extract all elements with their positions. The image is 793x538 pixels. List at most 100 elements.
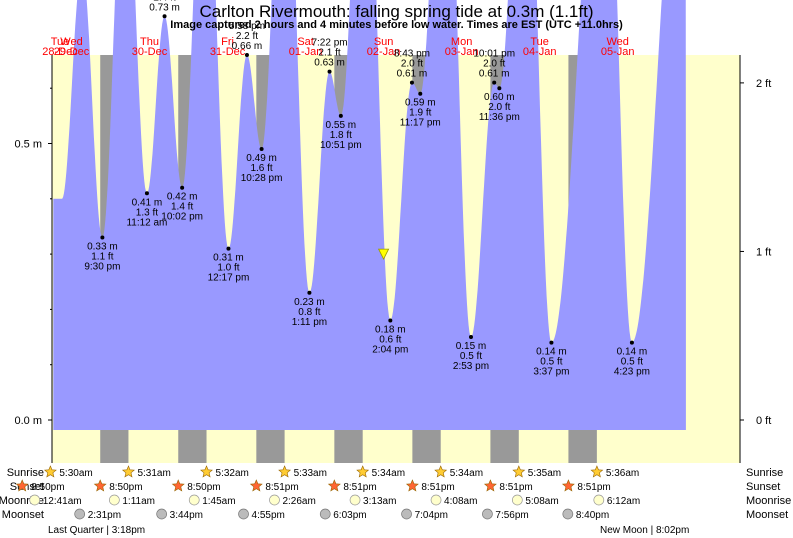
sunrise-time: 5:32am xyxy=(216,468,249,479)
moonset-row-label-right: Moonset xyxy=(746,509,788,521)
day-header-date: 02-Jan xyxy=(367,46,401,58)
moonset-time: 7:56pm xyxy=(495,510,528,521)
sunrise-time: 5:35am xyxy=(528,468,561,479)
sunset-icon xyxy=(327,479,341,492)
low-tide-label: 0.60 m 2.0 ft 11:36 pm xyxy=(479,92,520,123)
moonset-icon xyxy=(319,508,331,520)
day-header-name: Tue xyxy=(530,36,549,48)
sunrise-icon xyxy=(278,465,292,478)
low-tide-label: 0.59 m 1.9 ft 11:17 pm xyxy=(400,98,441,129)
moonrise-time: 1:11am xyxy=(122,496,155,507)
moonrise-icon xyxy=(269,494,280,506)
low-tide-point xyxy=(388,318,393,323)
sunrise-time: 5:36am xyxy=(606,468,639,479)
day-header-name: Thu xyxy=(140,36,159,48)
moonset-time: 6:03pm xyxy=(333,510,366,521)
low-tide-point xyxy=(180,185,185,190)
moonrise-icon xyxy=(109,494,120,506)
low-tide-label: 0.55 m 1.8 ft 10:51 pm xyxy=(320,120,362,151)
low-tide-point xyxy=(549,340,554,345)
right-axis: 0 ft1 ft2 ft3 ft4 ft xyxy=(739,55,771,463)
moonrise-time: 1:45am xyxy=(202,496,235,507)
day-headers: Tue28-DecWed29-DecThu30-DecFri31-DecSat0… xyxy=(42,36,634,58)
day-header-date: 05-Jan xyxy=(601,46,635,58)
moonset-time: 8:40pm xyxy=(576,510,609,521)
low-tide-label: 0.41 m 1.3 ft 11:12 am xyxy=(126,197,167,228)
sunset-time: 8:51pm xyxy=(577,482,610,493)
sunset-time: 8:50pm xyxy=(109,482,142,493)
day-header-name: Wed xyxy=(606,36,628,48)
high-tide-point xyxy=(409,80,414,85)
moon-phase-new-moon: New Moon | 8:02pm xyxy=(600,525,689,536)
day-header-name: Mon xyxy=(451,36,472,48)
low-tide-label: 0.23 m 0.8 ft 1:11 pm xyxy=(292,297,327,328)
moonset-icon xyxy=(156,508,168,520)
moonset-icon xyxy=(238,508,249,520)
day-header-date: 01-Jan xyxy=(289,46,323,58)
low-tide-label: 0.33 m 1.1 ft 9:30 pm xyxy=(84,242,120,273)
sunset-time: 8:50pm xyxy=(187,482,220,493)
day-header-name: Sat xyxy=(297,36,314,48)
sunrise-time: 5:30am xyxy=(59,468,92,479)
moonrise-icon xyxy=(511,494,523,506)
sunset-icon xyxy=(561,479,575,492)
day-header-name: Wed xyxy=(60,36,82,48)
sunrise-icon xyxy=(434,465,448,478)
sunrise-time: 5:33am xyxy=(294,468,327,479)
moonrise-icon xyxy=(188,494,200,506)
high-tide-label: 7:22 pm 2.1 ft 0.63 m xyxy=(311,38,347,69)
moonrise-time: 4:08am xyxy=(444,496,477,507)
sunset-time: 8:50pm xyxy=(31,482,64,493)
low-tide-point xyxy=(259,147,264,152)
high-tide-point xyxy=(244,53,249,58)
low-tide-point xyxy=(629,340,634,345)
sunrise-row-label-left: Sunrise xyxy=(7,467,44,479)
low-tide-label: 0.15 m 0.5 ft 2:53 pm xyxy=(453,341,489,372)
page-subtitle: Image captured 2 hours and 4 minutes bef… xyxy=(170,19,623,31)
day-header-date: 31-Dec xyxy=(210,46,246,58)
high-tide-label: 10:01 pm 2.0 ft 0.61 m xyxy=(473,49,515,80)
tide-area xyxy=(53,0,686,430)
high-tide-point xyxy=(162,14,167,19)
high-tide-label: 5:58 pm 2.2 ft 0.66 m xyxy=(229,21,265,52)
low-tide-point xyxy=(226,246,231,251)
sunrise-icon xyxy=(43,465,57,478)
high-tide-label: 8:43 pm 2.0 ft 0.61 m xyxy=(394,49,430,80)
left-axis-label: 0.5 m xyxy=(14,139,42,151)
current-level-marker-icon xyxy=(377,248,390,260)
sunrise-time: 5:34am xyxy=(372,468,405,479)
sunrise-row-label-right: Sunrise xyxy=(746,467,783,479)
current-level-marker xyxy=(377,248,390,260)
day-header-date: 04-Jan xyxy=(523,46,557,58)
moonset-time: 4:55pm xyxy=(252,510,285,521)
page-title: Carlton Rivermouth: falling spring tide … xyxy=(199,2,594,21)
moonrise-icon xyxy=(349,494,361,506)
low-tide-point xyxy=(497,86,502,91)
low-tide-point xyxy=(468,335,473,340)
sunrise-icon xyxy=(590,465,604,478)
left-axis-label: 0.0 m xyxy=(14,415,42,427)
low-tide-point xyxy=(418,91,423,96)
moonset-time: 7:04pm xyxy=(415,510,448,521)
sunset-time: 8:51pm xyxy=(499,482,532,493)
low-tide-label: 0.49 m 1.6 ft 10:28 pm xyxy=(241,153,283,184)
high-tide-label: 4:37 pm2.4 ft0.73 m xyxy=(146,0,182,13)
high-tide-point xyxy=(492,80,497,85)
low-tide-label: 0.42 m 1.4 ft 10:02 pm xyxy=(161,192,203,223)
low-tide-label: 0.31 m 1.0 ft 12:17 pm xyxy=(208,253,250,284)
left-axis: 0.0 m0.5 m1.0 m xyxy=(14,55,53,463)
sunrise-time: 5:31am xyxy=(137,468,170,479)
tide-labels: 3:15 pm2.7 ft0.82 m0.33 m1.1 ft9:30 pm4:… xyxy=(84,0,650,378)
right-axis-label: 2 ft xyxy=(756,78,771,90)
moonset-icon xyxy=(482,508,493,520)
sunset-row-label-right: Sunset xyxy=(746,481,780,493)
high-tide-point xyxy=(327,69,332,74)
sunset-time: 8:51pm xyxy=(343,482,376,493)
day-header-date: 28-Dec xyxy=(42,46,78,58)
moonrise-icon xyxy=(593,494,605,506)
sunset-icon xyxy=(15,479,29,492)
low-tide-label: 0.14 m 0.5 ft 3:37 pm xyxy=(533,347,569,378)
right-axis-label: 0 ft xyxy=(756,415,771,427)
moonrise-time: 3:13am xyxy=(363,496,396,507)
